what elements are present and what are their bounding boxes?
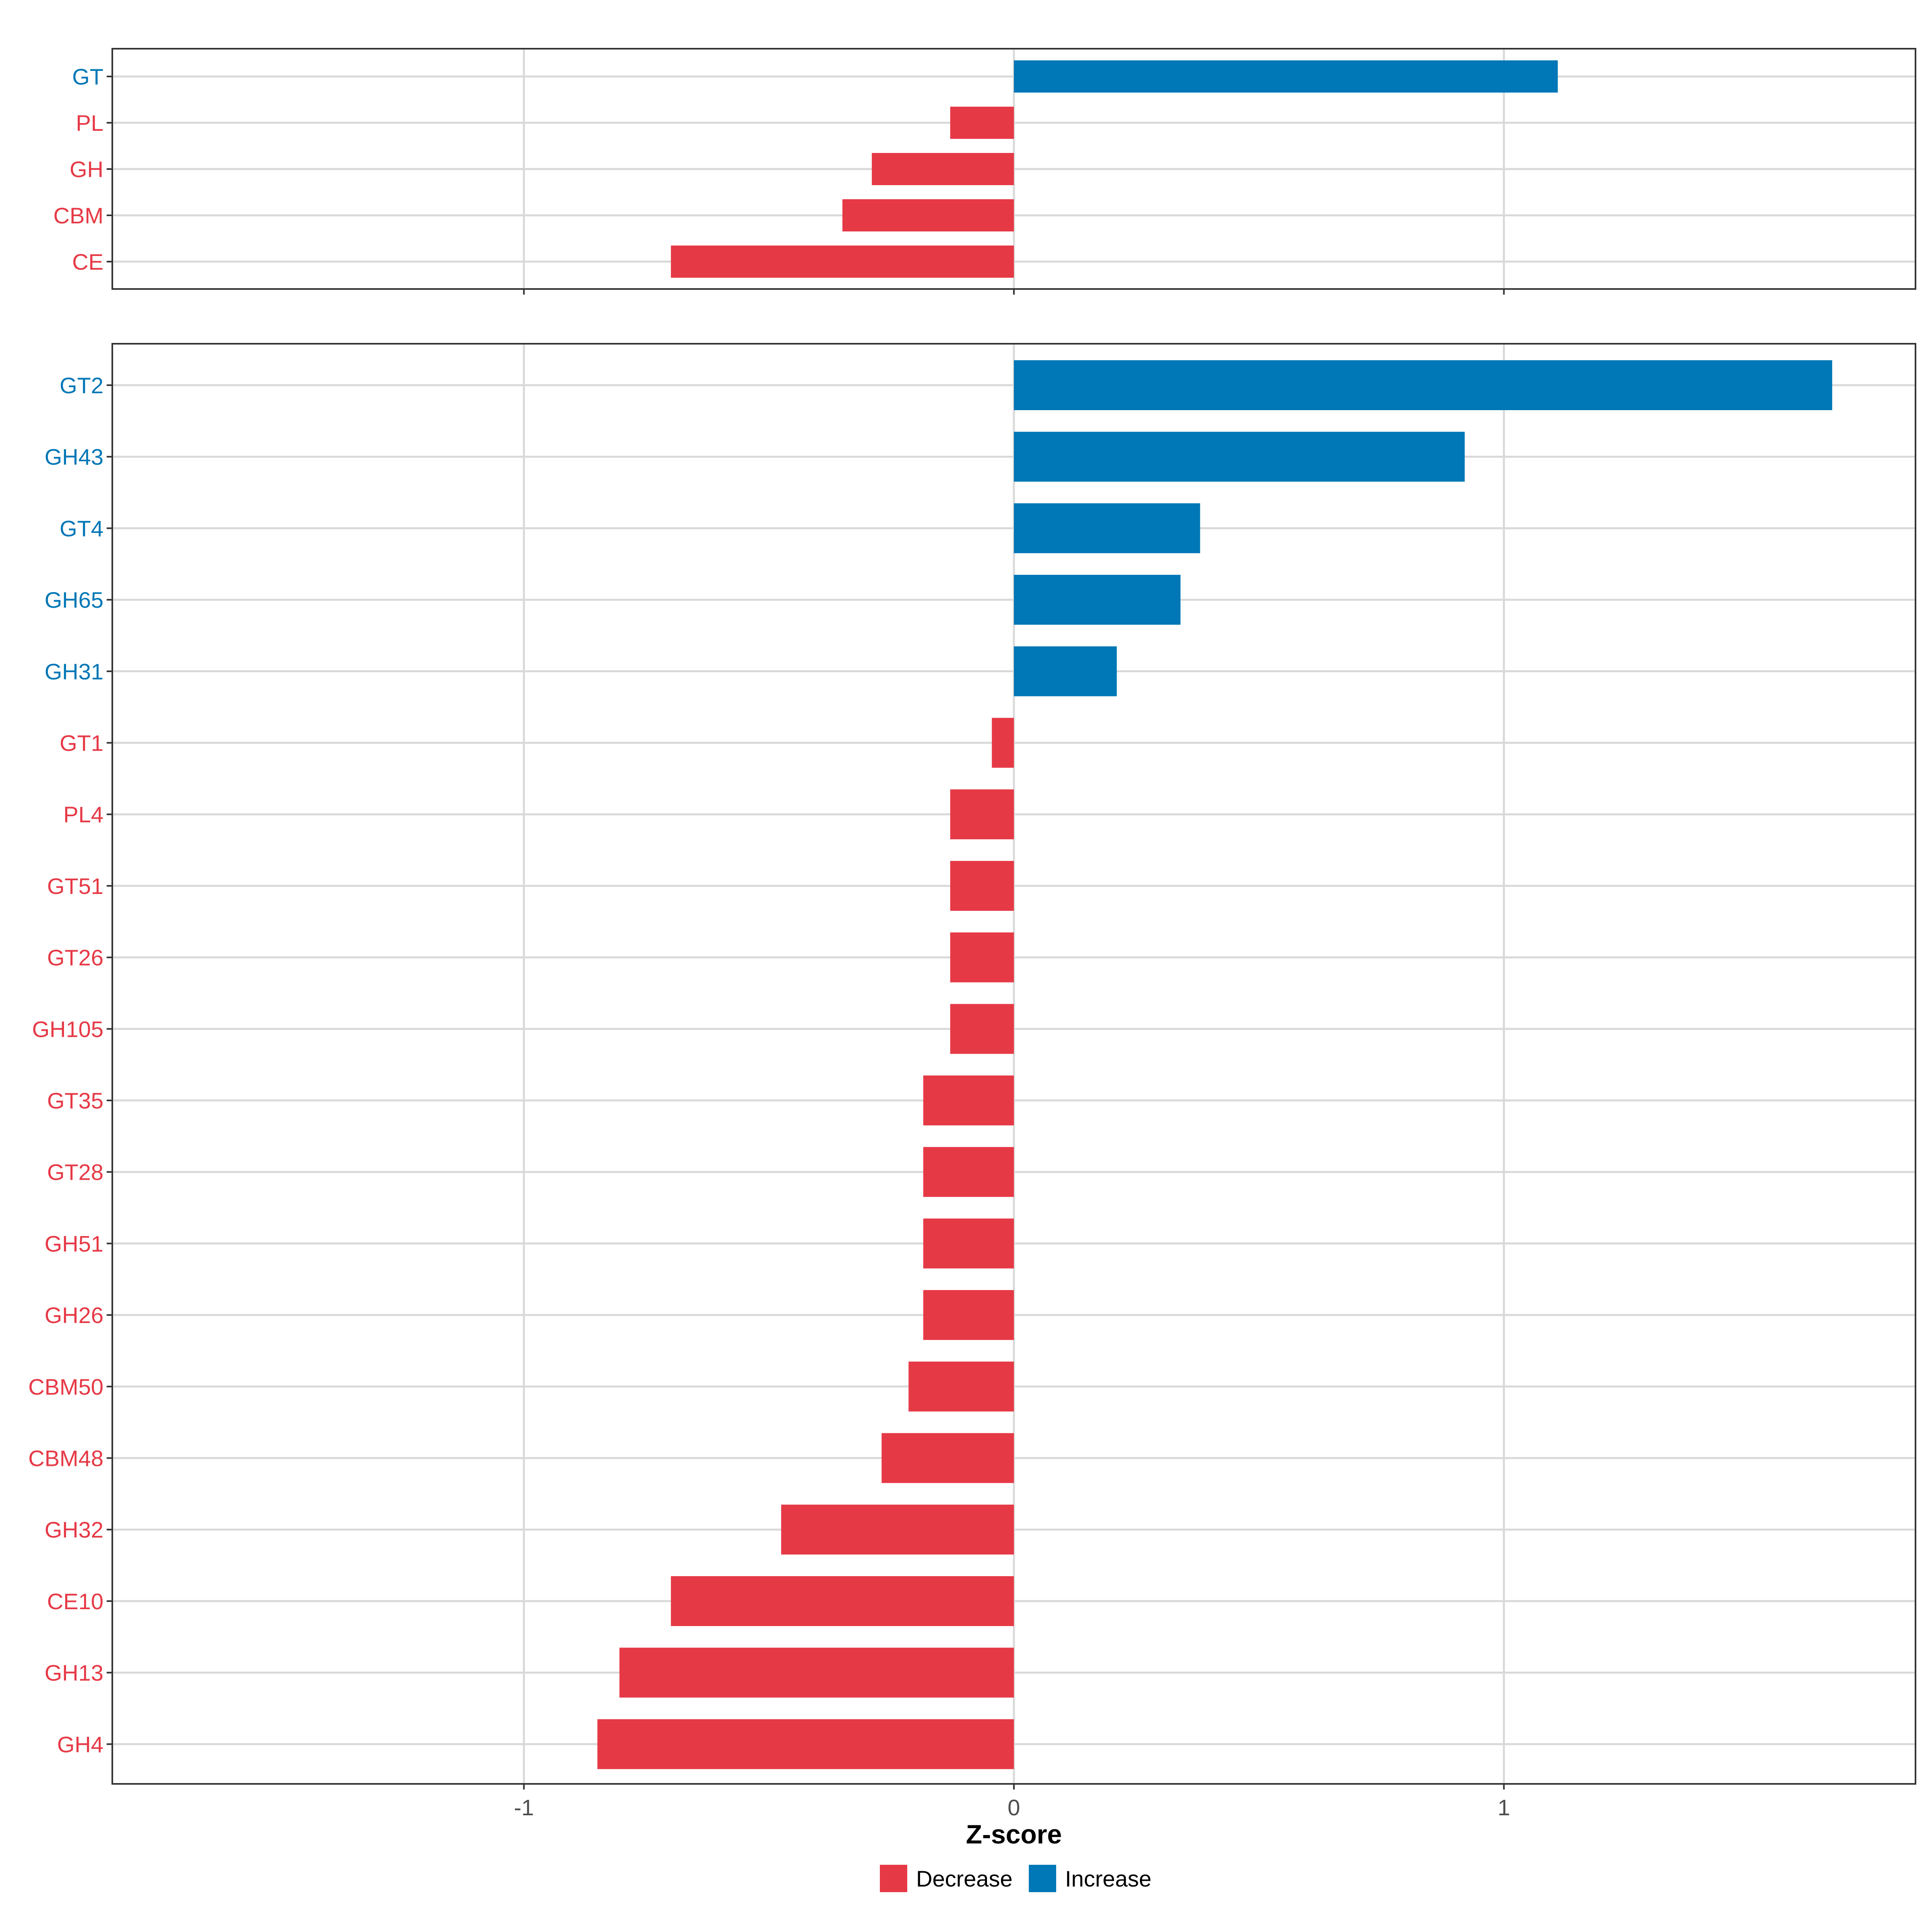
category-label-gh31: GH31 [45, 659, 103, 684]
category-label-gh: GH [70, 157, 103, 182]
x-axis-title: Z-score [966, 1819, 1062, 1849]
bar-gh [871, 153, 1014, 185]
legend-key-increase [1029, 1865, 1056, 1892]
category-label-gt51: GT51 [47, 873, 103, 899]
bar-gt26 [950, 932, 1014, 983]
bar-gh13 [619, 1647, 1014, 1698]
bar-gt [1014, 60, 1558, 93]
category-label-gh65: GH65 [45, 587, 103, 613]
bar-gh51 [923, 1218, 1014, 1269]
category-label-gt1: GT1 [60, 731, 103, 756]
legend-key-decrease [880, 1865, 907, 1892]
x-tick-label: -1 [514, 1795, 534, 1820]
category-label-gh105: GH105 [32, 1016, 103, 1042]
category-label-pl: PL [76, 110, 104, 136]
category-label-gt35: GT35 [47, 1088, 103, 1113]
bar-gh4 [597, 1719, 1014, 1769]
bar-cbm [842, 199, 1014, 231]
category-label-cbm48: CBM48 [28, 1446, 103, 1471]
category-label-gh13: GH13 [45, 1660, 103, 1686]
top-panel: GT PL GH CBM CE [54, 48, 1916, 295]
bar-gt4 [1014, 503, 1200, 553]
bar-pl [950, 107, 1014, 139]
category-label-gt4: GT4 [60, 516, 103, 541]
legend-label-increase: Increase [1065, 1866, 1152, 1891]
bar-cbm50 [908, 1361, 1014, 1412]
bar-gt2 [1014, 360, 1833, 410]
bar-gh32 [781, 1505, 1014, 1555]
bottom-panel: GT2 GH43 GT4 GH65 GH31 GT1 PL4 GT51 GT26 GH105 GT3… [28, 343, 1916, 1820]
category-label-ce: CE [72, 249, 103, 275]
category-label-gh26: GH26 [45, 1302, 103, 1328]
category-label-gh51: GH51 [45, 1231, 103, 1256]
category-label-gh32: GH32 [45, 1517, 103, 1542]
bar-ce10 [671, 1576, 1014, 1626]
bar-gh26 [923, 1290, 1014, 1340]
bar-gh105 [950, 1004, 1014, 1054]
bar-cbm48 [881, 1433, 1014, 1483]
x-tick-label: 1 [1498, 1795, 1510, 1820]
bar-gt51 [950, 861, 1014, 911]
category-label-gh4: GH4 [57, 1732, 103, 1757]
category-label-cbm: CBM [54, 203, 103, 228]
bar-ce [671, 246, 1014, 278]
bar-gh31 [1014, 646, 1117, 696]
bar-gt28 [923, 1147, 1014, 1197]
category-label-gt: GT [72, 64, 103, 89]
bar-gh43 [1014, 431, 1465, 482]
legend-label-decrease: Decrease [916, 1866, 1013, 1891]
bar-gh65 [1014, 575, 1181, 625]
bar-gt35 [923, 1075, 1014, 1125]
legend: Decrease Increase [880, 1865, 1152, 1892]
category-label-gt28: GT28 [47, 1160, 103, 1185]
x-tick-label: 0 [1007, 1795, 1020, 1820]
category-label-gh43: GH43 [45, 444, 103, 470]
bar-pl4 [950, 789, 1014, 840]
bar-gt1 [992, 718, 1014, 768]
category-label-pl4: PL4 [63, 802, 103, 827]
category-label-cbm50: CBM50 [28, 1374, 103, 1399]
category-label-gt2: GT2 [60, 373, 103, 398]
category-label-gt26: GT26 [47, 945, 103, 970]
category-label-ce10: CE10 [47, 1589, 103, 1614]
